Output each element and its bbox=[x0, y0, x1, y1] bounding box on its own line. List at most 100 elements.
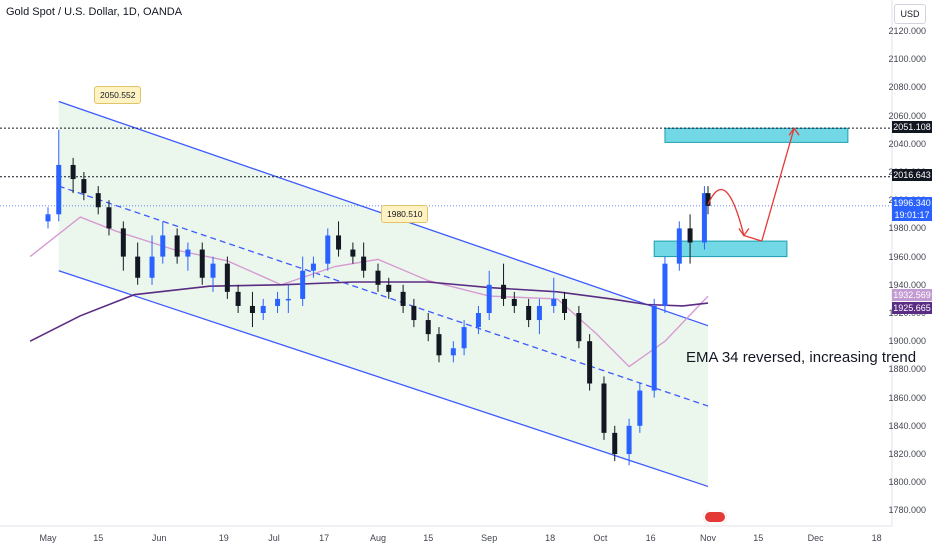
price-tag-countdown: 19:01:17 bbox=[892, 209, 932, 221]
arrowhead-up bbox=[788, 127, 800, 136]
price-tag-last: 1996.340 bbox=[892, 197, 932, 209]
x-axis-tick-label: Jun bbox=[151, 533, 167, 543]
y-axis-tick-label: 1960.000 bbox=[888, 251, 926, 262]
price-tag-resistance-mid: 2016.643 bbox=[892, 169, 932, 181]
zone-target bbox=[664, 127, 849, 143]
candle-body bbox=[637, 390, 643, 426]
event-icon[interactable] bbox=[703, 510, 727, 524]
y-axis-tick-label: 1800.000 bbox=[888, 477, 926, 488]
x-axis-tick-label: 17 bbox=[319, 533, 330, 543]
y-axis-tick-label: 1780.000 bbox=[888, 505, 926, 516]
x-axis-tick-label: 16 bbox=[645, 533, 656, 543]
x-axis-tick-label: Nov bbox=[699, 533, 717, 543]
candle-body bbox=[576, 313, 582, 342]
callout-peak-high: 2050.552 bbox=[94, 86, 142, 104]
candle-body bbox=[400, 291, 406, 306]
candle-body bbox=[375, 270, 381, 285]
y-axis-tick-label: 1900.000 bbox=[888, 336, 926, 347]
y-axis-tick-label: 1840.000 bbox=[888, 420, 926, 431]
candle-body bbox=[562, 298, 568, 313]
candle-body bbox=[411, 305, 417, 321]
candle-body bbox=[601, 383, 607, 433]
candle-body bbox=[70, 164, 76, 180]
candle-body bbox=[199, 249, 205, 278]
candle-body bbox=[210, 263, 216, 278]
candle-body bbox=[587, 341, 593, 384]
chart-title: Gold Spot / U.S. Dollar, 1D, OANDA bbox=[6, 6, 183, 18]
y-axis-tick-label: 2060.000 bbox=[888, 110, 926, 121]
currency-button[interactable]: USD bbox=[894, 4, 926, 24]
channel-fill bbox=[58, 101, 709, 487]
candle-body bbox=[95, 193, 101, 208]
candle-body bbox=[106, 207, 112, 229]
candle-body bbox=[235, 291, 241, 306]
channel-lower-line bbox=[58, 270, 709, 488]
candle-body bbox=[120, 228, 126, 257]
candle-body bbox=[436, 334, 442, 356]
candle-body bbox=[56, 164, 62, 215]
candle-body bbox=[260, 305, 266, 313]
candle-body bbox=[612, 432, 618, 454]
projected-path bbox=[707, 188, 762, 242]
y-axis-tick-label: 1880.000 bbox=[888, 364, 926, 375]
candle-body bbox=[224, 263, 230, 292]
candle-body bbox=[149, 256, 155, 278]
projected-rise-line bbox=[761, 128, 795, 242]
y-axis-tick-label: 2080.000 bbox=[888, 82, 926, 93]
candle-body bbox=[386, 284, 392, 292]
y-axis-tick-label: 2120.000 bbox=[888, 26, 926, 36]
candle-body bbox=[361, 256, 367, 271]
x-axis-tick-label: 15 bbox=[423, 533, 434, 543]
candle-body bbox=[705, 193, 711, 206]
candle-body bbox=[336, 235, 342, 250]
x-axis-tick-label: 15 bbox=[753, 533, 764, 543]
candle-body bbox=[450, 348, 456, 356]
candle-body bbox=[160, 235, 166, 257]
candle-body bbox=[701, 193, 707, 243]
price-tag-ema-long: 1925.665 bbox=[892, 302, 932, 314]
price-tag-ema-34: 1932.569 bbox=[892, 289, 932, 301]
candle-body bbox=[486, 284, 492, 313]
candle-body bbox=[687, 228, 693, 243]
x-axis-tick-label: Oct bbox=[593, 533, 608, 543]
y-axis-tick-label: 2040.000 bbox=[888, 138, 926, 149]
candle-body bbox=[300, 270, 306, 299]
candle-body bbox=[285, 298, 291, 301]
candle-body bbox=[185, 249, 191, 257]
candle-body bbox=[425, 320, 431, 335]
channel-mid-line bbox=[58, 185, 709, 407]
x-axis-tick-label: Dec bbox=[807, 533, 824, 543]
candle-body bbox=[551, 298, 557, 306]
x-axis-tick-label: 18 bbox=[871, 533, 882, 543]
x-axis-tick-label: 19 bbox=[218, 533, 229, 543]
x-axis-tick-label: 18 bbox=[545, 533, 556, 543]
candle-body bbox=[45, 214, 51, 222]
candle-body bbox=[350, 249, 356, 257]
candle-body bbox=[651, 305, 657, 391]
candle-body bbox=[81, 179, 87, 194]
y-axis-tick-label: 1860.000 bbox=[888, 392, 926, 403]
candle-body bbox=[461, 327, 467, 349]
candle-body bbox=[310, 263, 316, 271]
price-tag-resistance-top: 2051.108 bbox=[892, 121, 932, 133]
ema-34-line bbox=[29, 216, 709, 368]
x-axis-tick-label: Jul bbox=[268, 533, 280, 543]
x-axis-tick-label: Sep bbox=[481, 533, 498, 543]
candle-body bbox=[626, 425, 632, 454]
x-axis-tick-label: May bbox=[39, 533, 57, 543]
candle-body bbox=[511, 298, 517, 306]
candle-body bbox=[676, 228, 682, 264]
callout-swing-high: 1980.510 bbox=[381, 205, 429, 223]
candle-body bbox=[501, 284, 507, 299]
candle-body bbox=[174, 235, 180, 257]
candle-body bbox=[249, 305, 255, 313]
x-axis-tick-label: 15 bbox=[93, 533, 104, 543]
y-axis-tick-label: 1980.000 bbox=[888, 223, 926, 234]
candle-body bbox=[475, 313, 481, 328]
y-axis-tick-label: 1820.000 bbox=[888, 449, 926, 459]
ema-long-line bbox=[29, 281, 709, 342]
candle-body bbox=[536, 305, 542, 321]
arrowhead-down bbox=[738, 228, 750, 237]
